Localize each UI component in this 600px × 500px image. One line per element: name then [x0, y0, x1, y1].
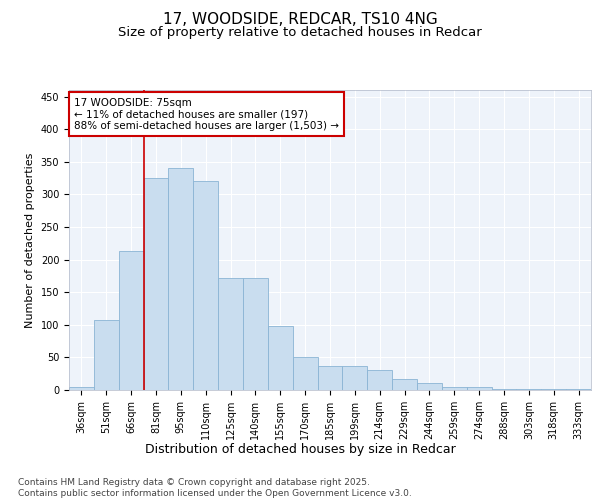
- Text: Distribution of detached houses by size in Redcar: Distribution of detached houses by size …: [145, 442, 455, 456]
- Bar: [193, 182, 218, 390]
- Bar: [69, 386, 94, 390]
- Bar: [293, 358, 317, 390]
- Bar: [491, 388, 517, 390]
- Bar: [392, 379, 417, 390]
- Bar: [143, 178, 169, 390]
- Bar: [243, 278, 268, 390]
- Bar: [119, 251, 143, 390]
- Bar: [442, 386, 467, 390]
- Text: Size of property relative to detached houses in Redcar: Size of property relative to detached ho…: [118, 26, 482, 39]
- Text: 17, WOODSIDE, REDCAR, TS10 4NG: 17, WOODSIDE, REDCAR, TS10 4NG: [163, 12, 437, 28]
- Bar: [94, 320, 119, 390]
- Bar: [467, 386, 491, 390]
- Text: Contains HM Land Registry data © Crown copyright and database right 2025.
Contai: Contains HM Land Registry data © Crown c…: [18, 478, 412, 498]
- Bar: [169, 168, 193, 390]
- Bar: [218, 278, 243, 390]
- Bar: [417, 384, 442, 390]
- Bar: [367, 370, 392, 390]
- Bar: [317, 366, 343, 390]
- Y-axis label: Number of detached properties: Number of detached properties: [25, 152, 35, 328]
- Bar: [268, 326, 293, 390]
- Bar: [343, 366, 367, 390]
- Text: 17 WOODSIDE: 75sqm
← 11% of detached houses are smaller (197)
88% of semi-detach: 17 WOODSIDE: 75sqm ← 11% of detached hou…: [74, 98, 339, 130]
